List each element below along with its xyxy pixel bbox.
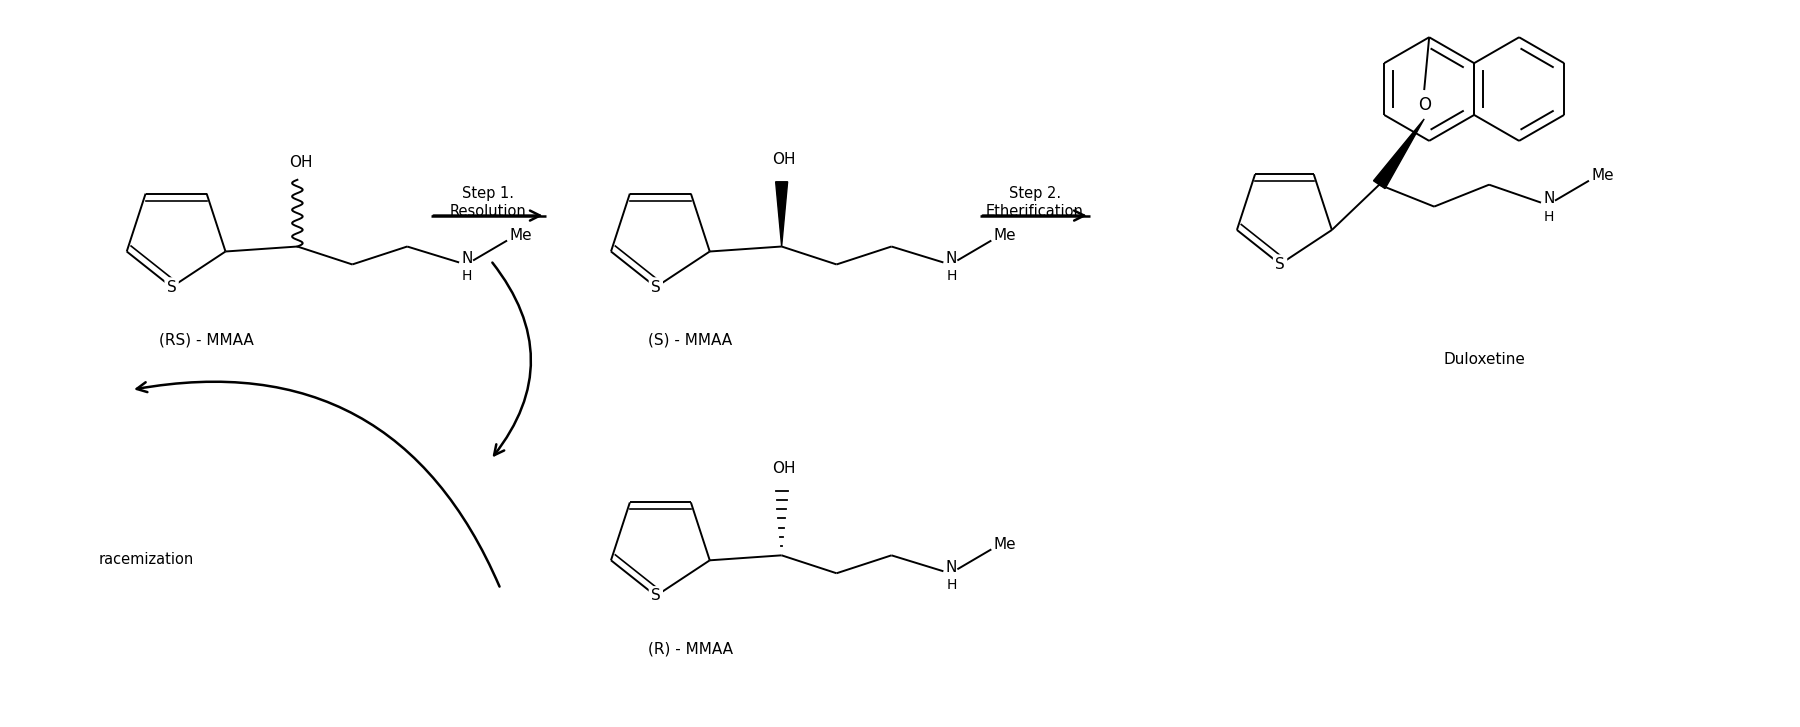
Text: O: O bbox=[1418, 96, 1431, 114]
Text: (S) - MMAA: (S) - MMAA bbox=[648, 332, 733, 348]
Text: (R) - MMAA: (R) - MMAA bbox=[648, 641, 733, 656]
Text: N: N bbox=[461, 251, 473, 266]
Text: H: H bbox=[947, 578, 956, 593]
FancyArrowPatch shape bbox=[493, 262, 531, 455]
Text: Etherification: Etherification bbox=[986, 204, 1084, 219]
Text: racemization: racemization bbox=[99, 552, 194, 567]
Text: S: S bbox=[1274, 257, 1285, 272]
Text: OH: OH bbox=[772, 461, 796, 476]
Text: Step 2.: Step 2. bbox=[1008, 186, 1060, 201]
Text: H: H bbox=[1544, 209, 1553, 224]
Text: Me: Me bbox=[509, 228, 533, 243]
Text: N: N bbox=[945, 251, 958, 266]
Text: Me: Me bbox=[994, 228, 1017, 243]
Text: Duloxetine: Duloxetine bbox=[1444, 352, 1525, 366]
Text: OH: OH bbox=[772, 153, 796, 167]
Text: Resolution: Resolution bbox=[450, 204, 526, 219]
Text: Me: Me bbox=[1591, 168, 1615, 183]
FancyArrowPatch shape bbox=[137, 382, 500, 587]
Text: Me: Me bbox=[994, 537, 1017, 552]
Text: S: S bbox=[167, 280, 176, 294]
Text: OH: OH bbox=[288, 156, 311, 170]
Text: N: N bbox=[945, 560, 958, 575]
Text: N: N bbox=[1543, 191, 1555, 206]
Polygon shape bbox=[1373, 119, 1424, 188]
Text: (RS) - MMAA: (RS) - MMAA bbox=[158, 332, 254, 348]
Polygon shape bbox=[776, 182, 788, 246]
Text: H: H bbox=[463, 270, 472, 284]
Text: Step 1.: Step 1. bbox=[461, 186, 513, 201]
Text: S: S bbox=[652, 280, 661, 294]
Text: S: S bbox=[652, 588, 661, 603]
Text: H: H bbox=[947, 270, 956, 284]
